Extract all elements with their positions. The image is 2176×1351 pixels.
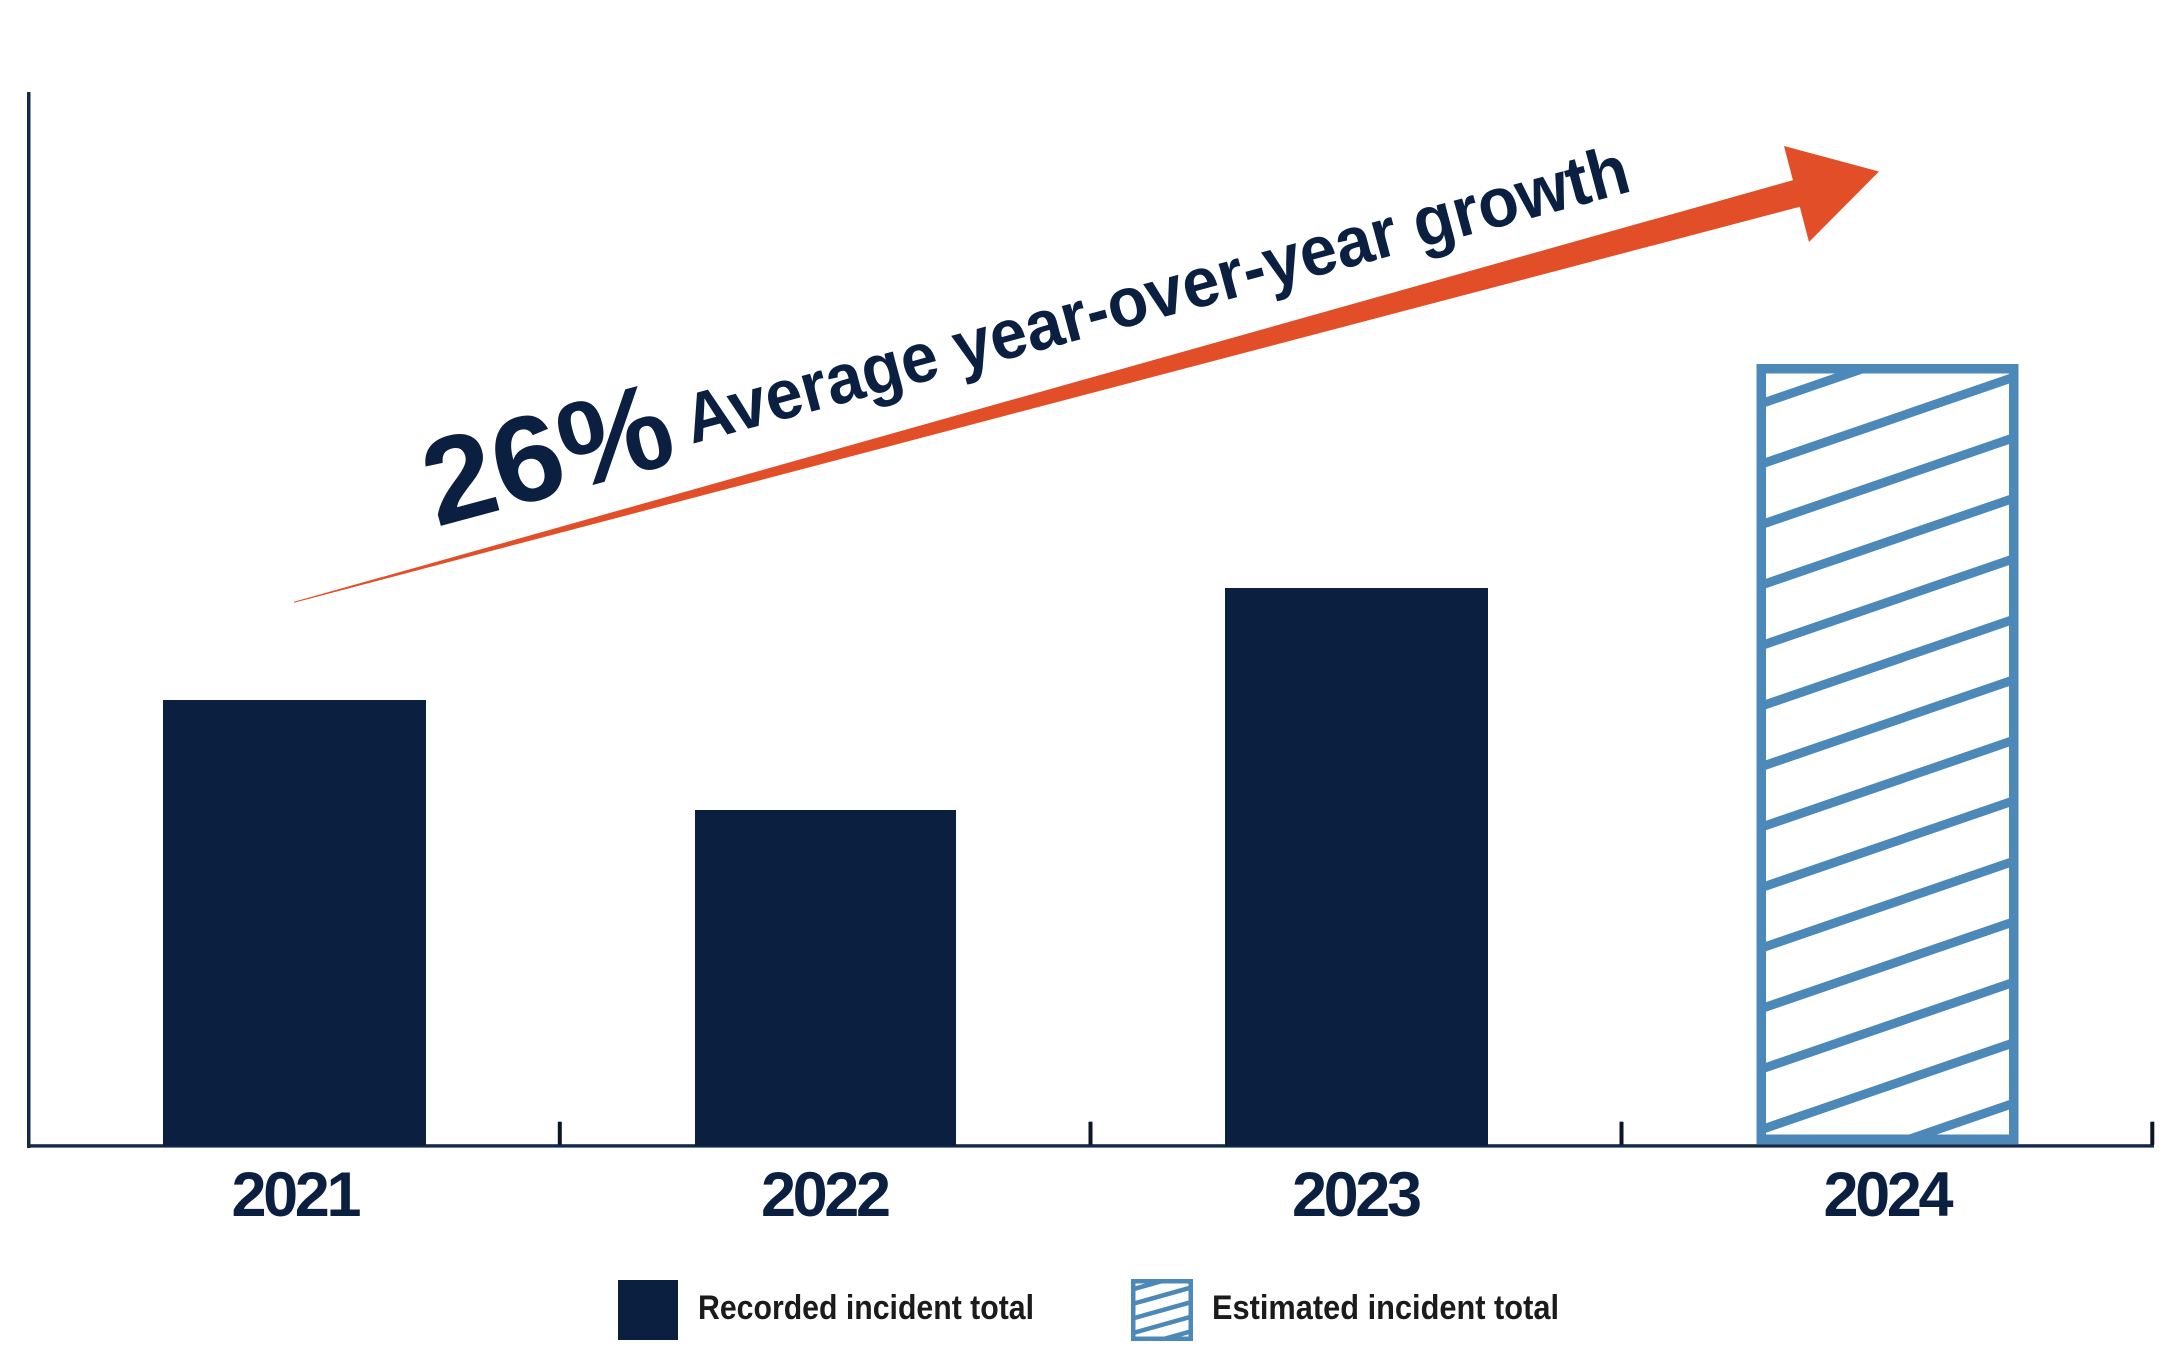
svg-text:Estimated incident total: Estimated incident total bbox=[1212, 1289, 1559, 1327]
svg-text:Average year-over-year growth: Average year-over-year growth bbox=[675, 130, 1637, 458]
svg-text:2021: 2021 bbox=[232, 1160, 362, 1230]
svg-text:2024: 2024 bbox=[1824, 1160, 1954, 1230]
svg-text:Recorded incident total: Recorded incident total bbox=[698, 1289, 1034, 1327]
svg-text:2022: 2022 bbox=[761, 1160, 891, 1230]
svg-text:2023: 2023 bbox=[1292, 1160, 1422, 1230]
svg-text:26%: 26% bbox=[408, 355, 687, 552]
